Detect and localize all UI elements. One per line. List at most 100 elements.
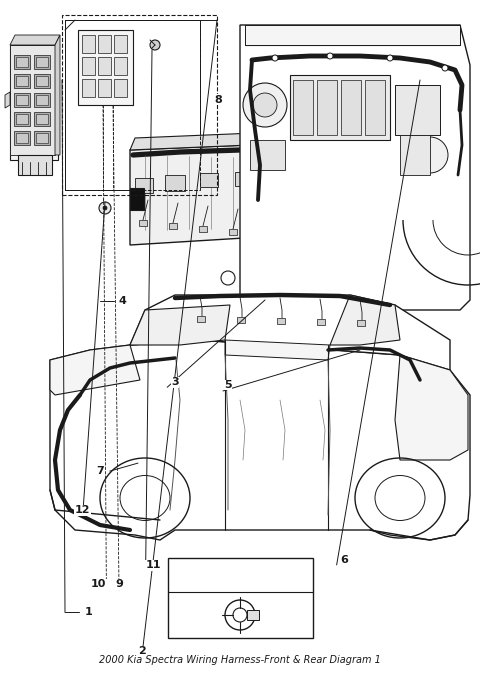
Bar — [197, 316, 205, 322]
Bar — [400, 135, 430, 175]
Bar — [319, 238, 327, 244]
Circle shape — [233, 608, 247, 622]
Text: 7: 7 — [96, 466, 104, 476]
Bar — [317, 319, 325, 325]
Circle shape — [99, 202, 111, 214]
Bar — [78, 30, 133, 105]
Bar — [250, 140, 285, 170]
Circle shape — [253, 93, 277, 117]
Polygon shape — [330, 295, 400, 345]
Bar — [235, 172, 257, 186]
Polygon shape — [130, 295, 450, 370]
Bar — [82, 35, 95, 53]
Polygon shape — [50, 340, 470, 540]
Bar — [98, 79, 111, 97]
Bar — [65, 20, 200, 190]
Polygon shape — [240, 25, 470, 310]
Bar — [317, 80, 337, 135]
Bar — [34, 55, 50, 69]
Text: 5: 5 — [224, 380, 232, 390]
Circle shape — [103, 206, 107, 210]
Circle shape — [272, 55, 278, 61]
Bar — [168, 558, 313, 638]
Circle shape — [442, 65, 448, 71]
Polygon shape — [10, 45, 55, 155]
Text: 8: 8 — [215, 95, 222, 104]
Bar — [357, 320, 365, 326]
Bar — [200, 173, 218, 187]
Text: 2000 Kia Spectra Wiring Harness-Front & Rear Diagram 1: 2000 Kia Spectra Wiring Harness-Front & … — [99, 655, 381, 665]
Bar — [247, 610, 259, 620]
Bar — [130, 188, 144, 210]
Text: 3: 3 — [171, 378, 179, 387]
Bar — [139, 220, 147, 226]
Polygon shape — [5, 92, 10, 108]
Polygon shape — [18, 155, 52, 175]
Circle shape — [327, 53, 333, 59]
Text: 6: 6 — [341, 555, 348, 565]
Bar — [229, 229, 237, 235]
Bar — [16, 133, 28, 143]
Polygon shape — [55, 35, 60, 155]
Bar — [199, 226, 207, 232]
Text: 10: 10 — [91, 579, 106, 589]
Bar — [165, 175, 185, 191]
Circle shape — [243, 83, 287, 127]
Text: 11: 11 — [146, 561, 161, 570]
Bar — [277, 318, 285, 324]
Polygon shape — [225, 340, 330, 360]
Bar — [325, 172, 343, 186]
Bar — [98, 57, 111, 75]
Bar — [259, 232, 267, 238]
Circle shape — [412, 137, 448, 173]
Bar — [62, 15, 217, 195]
Bar — [16, 95, 28, 105]
Bar — [36, 133, 48, 143]
Bar — [16, 57, 28, 67]
Bar — [114, 79, 127, 97]
Bar — [34, 93, 50, 107]
Text: 9: 9 — [115, 579, 123, 589]
Bar — [135, 178, 153, 193]
Bar — [341, 80, 361, 135]
Bar — [34, 112, 50, 126]
Bar — [114, 57, 127, 75]
Bar — [289, 235, 297, 241]
Bar — [16, 114, 28, 124]
Polygon shape — [245, 25, 460, 45]
Circle shape — [221, 271, 235, 285]
Polygon shape — [10, 35, 60, 45]
Bar — [14, 93, 30, 107]
Text: 2: 2 — [138, 647, 145, 656]
Bar — [365, 80, 385, 135]
Bar — [65, 20, 200, 190]
Bar — [34, 74, 50, 88]
Bar — [82, 57, 95, 75]
Bar — [14, 131, 30, 145]
Bar — [98, 35, 111, 53]
Circle shape — [257, 254, 273, 270]
Polygon shape — [10, 45, 58, 160]
Bar — [169, 223, 177, 229]
Bar — [395, 85, 440, 135]
Polygon shape — [50, 345, 140, 395]
Bar — [290, 75, 390, 140]
Bar — [280, 171, 300, 185]
Text: 4: 4 — [119, 296, 126, 306]
Bar — [36, 57, 48, 67]
Text: 1: 1 — [85, 608, 93, 617]
Circle shape — [150, 40, 160, 50]
Text: 12: 12 — [75, 505, 90, 515]
Polygon shape — [130, 140, 375, 245]
Circle shape — [225, 600, 255, 630]
Bar — [14, 74, 30, 88]
Polygon shape — [395, 355, 468, 460]
Circle shape — [387, 55, 393, 61]
Bar — [293, 80, 313, 135]
Polygon shape — [130, 305, 230, 345]
Polygon shape — [130, 128, 375, 150]
Bar — [36, 114, 48, 124]
Bar — [14, 55, 30, 69]
Bar — [82, 79, 95, 97]
Bar — [14, 112, 30, 126]
